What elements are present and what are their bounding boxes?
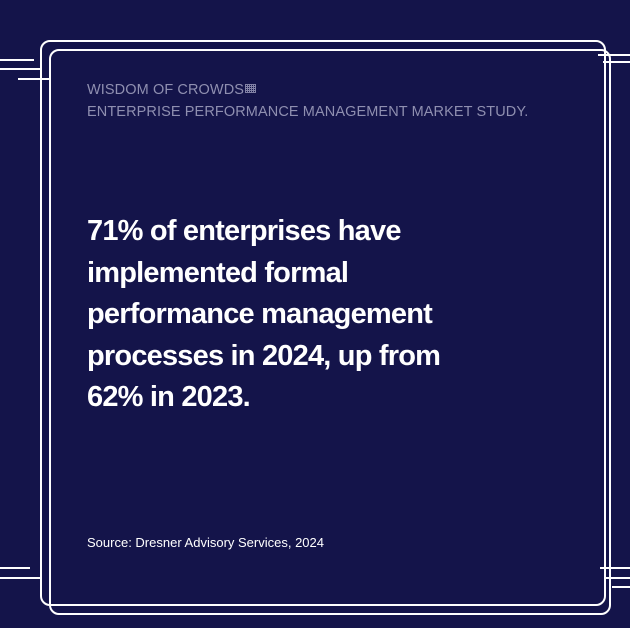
source-citation: Source: Dresner Advisory Services, 2024 <box>87 535 324 550</box>
card-frame-inner <box>49 49 611 615</box>
frame-tick-left-top-2 <box>0 68 42 70</box>
frame-tick-right-top-1 <box>598 54 630 56</box>
card-frame-outer <box>40 40 606 606</box>
frame-tick-right-bottom-2 <box>605 577 630 579</box>
headline-line: 71% of enterprises have <box>87 215 401 247</box>
headline-line: processes in 2024, up from <box>87 339 441 372</box>
frame-tick-left-top-3 <box>18 78 50 80</box>
frame-tick-left-bottom-2 <box>0 577 42 579</box>
frame-tick-right-bottom-3 <box>612 586 630 588</box>
brand-mark-icon <box>245 84 257 93</box>
headline-line: implemented formal <box>87 256 349 289</box>
study-title: ENTERPRISE PERFORMANCE MANAGEMENT MARKET… <box>87 104 529 120</box>
brand-line: WISDOM OF CROWDS <box>87 79 528 101</box>
headline-line: performance management <box>87 298 433 331</box>
frame-tick-right-bottom-1 <box>600 567 630 569</box>
frame-tick-right-top-2 <box>603 61 630 63</box>
frame-tick-left-top-1 <box>0 59 34 61</box>
brand-name: WISDOM OF CROWDS <box>87 82 245 98</box>
headline-statistic: 71% of enterprises have implemented form… <box>87 211 507 419</box>
card-header: WISDOM OF CROWDS ENTERPRISE PERFORMANCE … <box>87 79 528 123</box>
frame-tick-left-bottom-1 <box>0 567 30 569</box>
headline-line: 62% in 2023. <box>87 381 251 414</box>
